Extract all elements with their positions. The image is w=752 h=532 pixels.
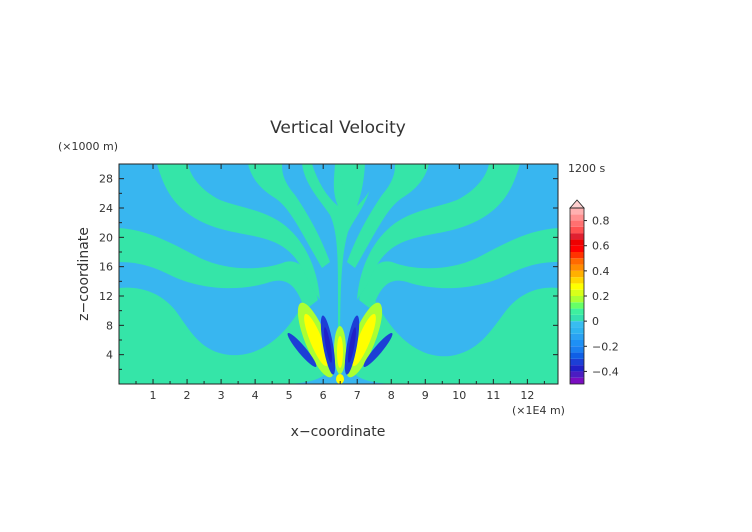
x-tick-label: 8	[388, 389, 395, 402]
colorbar-segment	[570, 333, 584, 340]
colorbar-segment	[570, 346, 584, 353]
x-tick-label: 11	[486, 389, 500, 402]
plot-frame	[118, 163, 559, 385]
colorbar-segment	[570, 277, 584, 284]
colorbar-segment	[570, 302, 584, 309]
y-tick-label: 4	[106, 349, 113, 362]
colorbar-segment	[570, 352, 584, 359]
colorbar-segment	[570, 283, 584, 290]
x-tick-label: 12	[520, 389, 534, 402]
time-label: 1200 s	[568, 162, 605, 175]
chart-title: Vertical Velocity	[270, 118, 406, 138]
y-axis-ticks: 4 8 12 16 20 24 28	[99, 173, 558, 370]
colorbar-tick-label: 0	[592, 315, 599, 328]
y-unit-label: (×1000 m)	[58, 140, 118, 153]
colorbar-segment	[570, 264, 584, 271]
colorbar-segment	[570, 252, 584, 259]
y-tick-label: 16	[99, 261, 113, 274]
x-tick-label: 7	[354, 389, 361, 402]
x-tick-label: 2	[184, 389, 191, 402]
x-tick-label: 9	[422, 389, 429, 402]
colorbar-segment	[570, 258, 584, 265]
field-contours-positive	[119, 164, 558, 384]
colorbar-tick-label: 0.4	[592, 265, 610, 278]
x-tick-label: 10	[452, 389, 466, 402]
x-axis-ticks: 1 2 3 4 5 6 7 8 9 10 11 12	[135, 164, 545, 402]
x-tick-label: 6	[320, 389, 327, 402]
colorbar-extension	[569, 199, 585, 209]
y-axis-label: z−coordinate	[76, 227, 92, 321]
colorbar-segment	[570, 233, 584, 240]
x-tick-label: 4	[252, 389, 259, 402]
colorbar-segment	[570, 371, 584, 378]
x-unit-label: (×1E4 m)	[512, 404, 565, 417]
y-tick-label: 8	[106, 319, 113, 332]
colorbar-segment	[570, 340, 584, 347]
y-tick-label: 12	[99, 290, 113, 303]
y-tick-label: 20	[99, 231, 113, 244]
colorbar-tick-label: 0.8	[592, 215, 610, 228]
x-tick-label: 3	[218, 389, 225, 402]
colorbar-segment	[570, 220, 584, 227]
colorbar-segment	[570, 270, 584, 278]
colorbar-tick-label: −0.4	[592, 365, 619, 378]
x-axis-label: x−coordinate	[291, 424, 386, 440]
field-contours-negative	[312, 164, 380, 206]
colorbar-segment	[570, 214, 584, 221]
y-tick-label: 24	[99, 202, 113, 215]
colorbar-tick-label: 0.2	[592, 290, 610, 303]
colorbar-segment	[570, 327, 584, 334]
colorbar-segment	[570, 289, 584, 296]
colorbar-tick-label: −0.2	[592, 340, 619, 353]
colorbar-segment	[570, 358, 584, 366]
colorbar: 0.8 0.6 0.4 0.2 0 −0.2 −0.4	[569, 199, 619, 385]
colorbar-tick-label: 0.6	[592, 240, 610, 253]
colorbar-segment	[570, 365, 584, 372]
x-tick-label: 1	[150, 389, 157, 402]
colorbar-segment	[570, 377, 584, 384]
x-tick-label: 5	[286, 389, 293, 402]
colorbar-segment	[570, 226, 584, 234]
colorbar-segment	[570, 239, 584, 246]
colorbar-segment	[570, 245, 584, 252]
colorbar-segment	[570, 308, 584, 315]
colorbar-segment	[570, 296, 584, 303]
colorbar-segment	[570, 321, 584, 328]
colorbar-segment	[570, 314, 584, 322]
mountain-wave-core	[287, 302, 393, 384]
colorbar-segment	[570, 208, 584, 215]
y-tick-label: 28	[99, 173, 113, 186]
